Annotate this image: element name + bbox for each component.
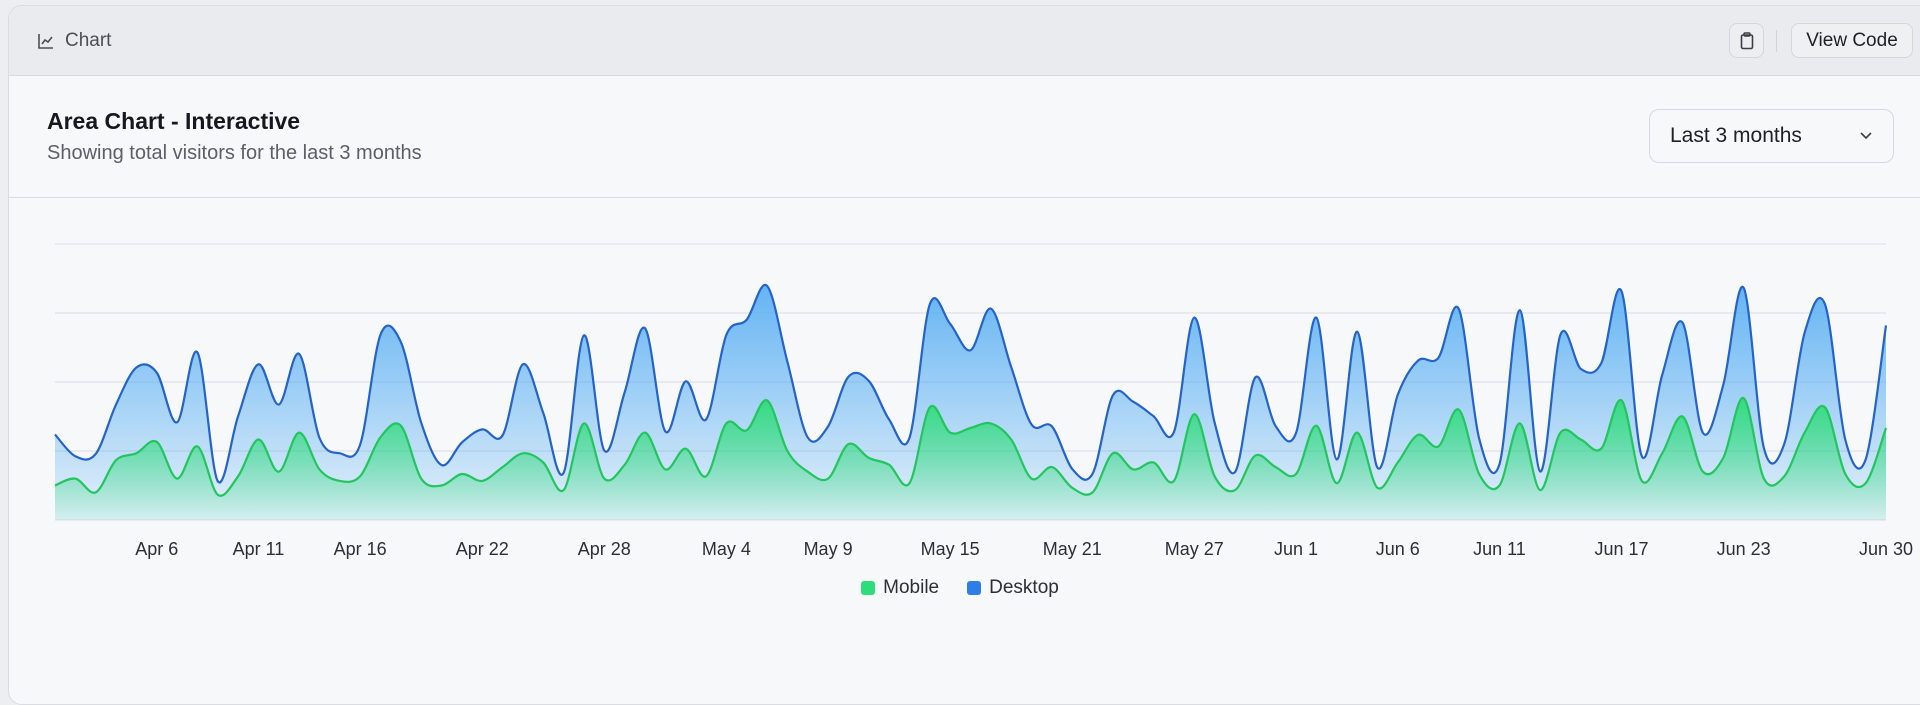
- legend-item-desktop: Desktop: [967, 577, 1059, 599]
- x-tick-label: Jun 30: [1859, 539, 1913, 559]
- x-tick-label: May 9: [804, 539, 853, 559]
- x-tick-label: May 4: [702, 539, 751, 559]
- toolbar-label: Chart: [37, 30, 111, 52]
- chart-title: Area Chart - Interactive: [47, 108, 301, 134]
- toolbar: Chart View Code: [9, 6, 1920, 76]
- legend: Mobile Desktop: [0, 577, 1920, 599]
- mobile-line: [54, 396, 1888, 497]
- x-tick-label: May 15: [921, 539, 980, 559]
- clipboard-icon: [1740, 31, 1753, 49]
- chart-subtitle: Showing total visitors for the last 3 mo…: [47, 142, 422, 164]
- area-chart: Apr 6 Apr 11 Apr 16 Apr 22 Apr 28 May 4 May 9 M…: [54, 243, 1913, 559]
- x-tick-label: Apr 28: [578, 539, 631, 559]
- legend-swatch-mobile: [861, 581, 876, 595]
- divider: [1776, 30, 1777, 52]
- time-range-select[interactable]: Last 3 months: [1649, 109, 1894, 163]
- legend-item-mobile: Mobile: [861, 577, 939, 599]
- x-tick-label: Jun 1: [1274, 539, 1318, 559]
- x-tick-label: Apr 6: [135, 539, 178, 559]
- select-value: Last 3 months: [1670, 124, 1802, 147]
- x-tick-label: Jun 6: [1376, 539, 1420, 559]
- chevron-down-icon: [1860, 132, 1872, 140]
- x-tick-label: Jun 17: [1594, 539, 1648, 559]
- chart-card: Chart View Code Area Chart - Interactive…: [8, 5, 1920, 705]
- line-chart-icon: [38, 34, 53, 49]
- desktop-line: [54, 283, 1888, 484]
- view-code-button[interactable]: View Code: [1791, 23, 1913, 58]
- x-tick-label: Apr 11: [233, 539, 285, 559]
- x-tick-label: Jun 11: [1473, 539, 1526, 559]
- card-header: Area Chart - Interactive Showing total v…: [9, 76, 1920, 198]
- x-tick-label: Jun 23: [1717, 539, 1771, 559]
- clipboard-button[interactable]: [1729, 23, 1764, 58]
- x-tick-label: May 21: [1043, 539, 1102, 559]
- mobile-area: [55, 397, 1886, 520]
- x-tick-label: May 27: [1165, 539, 1224, 559]
- x-tick-label: Apr 16: [334, 539, 387, 559]
- legend-swatch-desktop: [967, 581, 982, 595]
- x-tick-label: Apr 22: [456, 539, 509, 559]
